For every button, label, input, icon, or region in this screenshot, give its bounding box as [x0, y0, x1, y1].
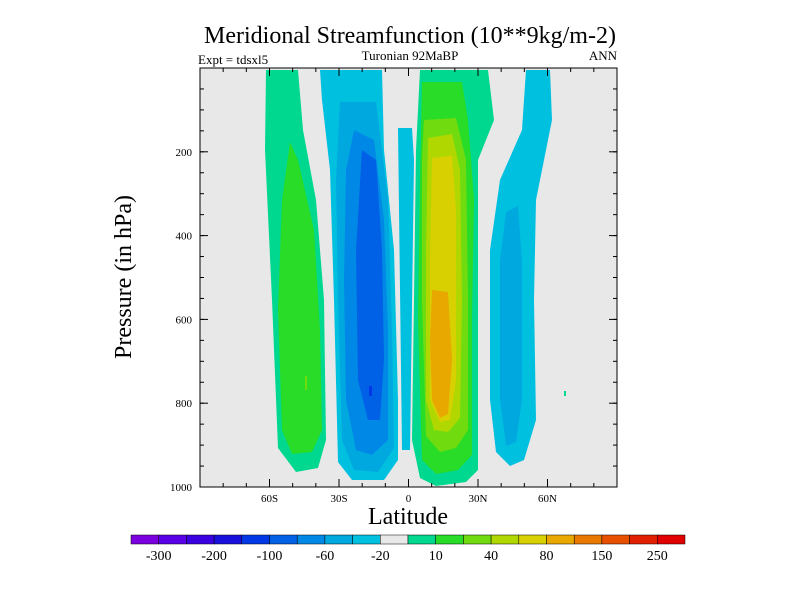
colorbar-swatch: [130, 534, 159, 545]
subtitle-center: Turonian 92MaBP: [362, 48, 459, 63]
contour-nh-pos-6: [430, 290, 452, 418]
colorbar-swatch: [573, 534, 603, 545]
colorbar-label: -200: [201, 549, 227, 564]
colorbar-label: 40: [484, 549, 498, 564]
contour-field: [265, 70, 566, 486]
colorbar-swatch: [213, 534, 243, 545]
colorbar-swatch: [186, 534, 215, 545]
x-tick-label: 60N: [538, 493, 557, 505]
colorbar-swatch: [352, 534, 381, 545]
colorbar-swatch: [324, 534, 353, 545]
colorbar-swatch: [435, 534, 464, 545]
colorbar-swatch: [518, 534, 547, 545]
chart-title: Meridional Streamfunction (10**9kg/m-2): [204, 23, 616, 49]
subtitle-left: Expt = tdsxl5: [198, 52, 268, 67]
contour-speck-center: [369, 386, 372, 396]
colorbar-label: 150: [591, 549, 612, 564]
colorbar-label: -100: [257, 549, 283, 564]
colorbar-swatch: [296, 534, 326, 545]
colorbar-swatch: [629, 534, 658, 545]
y-tick-label: 600: [176, 314, 193, 326]
plot-area: 60S 30S 0 30N 60N 200 400 600 800 1000: [170, 67, 618, 505]
colorbar-label: -300: [146, 549, 172, 564]
y-tick-label: 200: [176, 147, 193, 159]
colorbar-label: -20: [371, 549, 390, 564]
colorbar: -300 -200 -100 -60 -20 10 40 80 150 250: [130, 534, 686, 564]
x-axis: 60S 30S 0 30N 60N: [199, 68, 618, 505]
contour-nh-neg-2: [500, 206, 522, 446]
colorbar-swatch: [269, 534, 298, 545]
colorbar-label: -60: [316, 549, 335, 564]
colorbar-swatch: [407, 534, 436, 545]
x-tick-label: 30S: [330, 493, 347, 505]
y-axis: 200 400 600 800 1000: [170, 88, 617, 494]
y-tick-label: 800: [176, 398, 193, 410]
colorbar-swatch: [241, 534, 270, 545]
contour-sh-neg-4: [356, 150, 384, 420]
colorbar-label: 250: [647, 549, 668, 564]
colorbar-label: 80: [540, 549, 554, 564]
colorbar-swatch: [657, 534, 686, 545]
x-tick-label: 30N: [469, 493, 488, 505]
colorbar-label: 10: [429, 549, 443, 564]
x-axis-label: Latitude: [368, 504, 448, 530]
colorbar-swatch: [158, 534, 187, 545]
y-axis-label: Pressure (in hPa): [111, 195, 137, 359]
contour-eq-tongue: [398, 128, 414, 450]
subtitle-right: ANN: [589, 48, 618, 63]
colorbar-swatch: [380, 534, 409, 545]
contour-sh-cell-inner: [278, 142, 322, 454]
colorbar-swatch: [546, 534, 575, 545]
contour-speck-nh: [564, 391, 566, 396]
y-tick-label: 400: [176, 231, 193, 243]
x-tick-label: 0: [406, 493, 412, 505]
x-tick-label: 60S: [261, 493, 278, 505]
contour-speck-sh: [305, 376, 307, 390]
colorbar-swatch: [490, 534, 520, 545]
colorbar-swatch: [601, 534, 630, 545]
colorbar-swatch: [463, 534, 492, 545]
y-tick-label: 1000: [170, 482, 193, 494]
